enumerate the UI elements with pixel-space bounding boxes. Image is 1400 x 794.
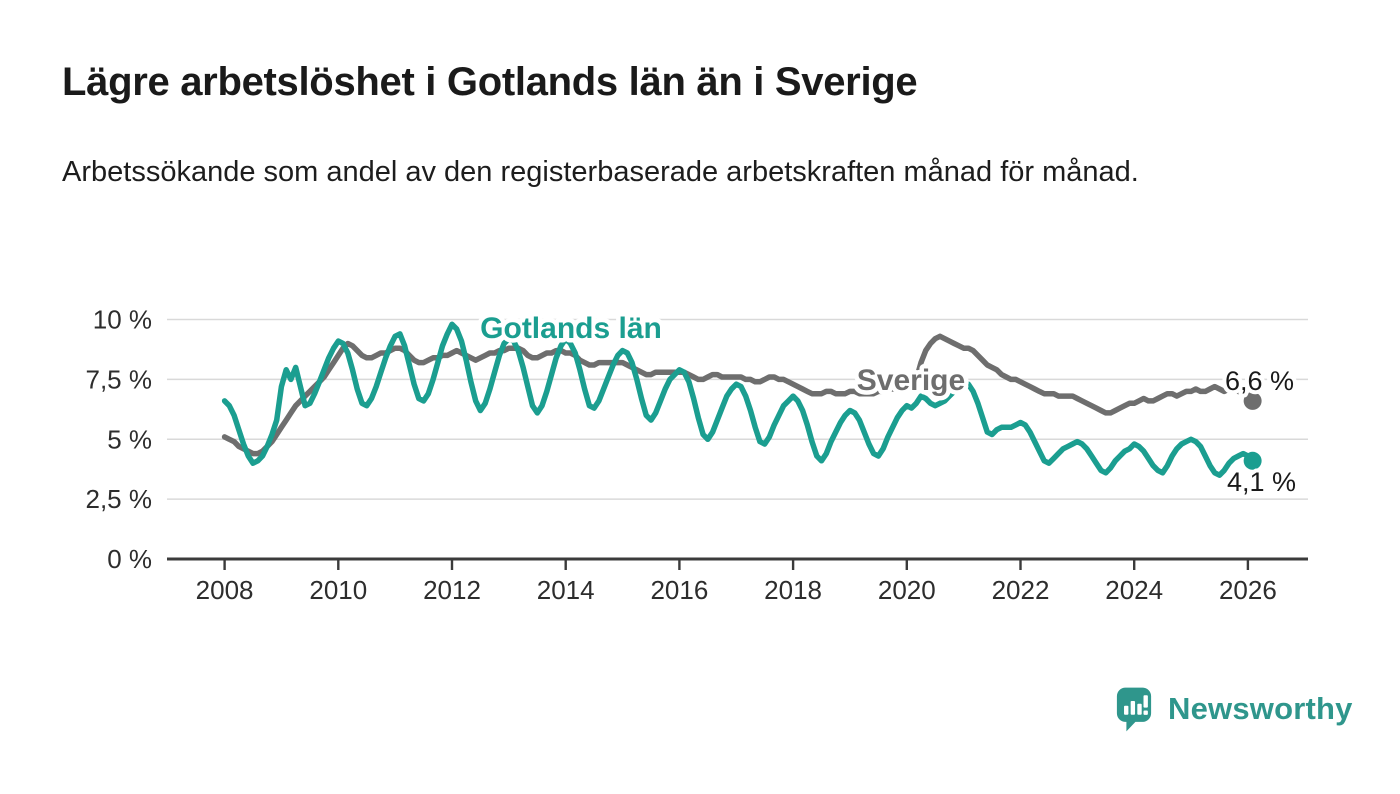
x-tick-label-2024: 2024 — [1105, 575, 1163, 605]
x-tick-label-2008: 2008 — [196, 575, 254, 605]
end-dot-gotland — [1243, 451, 1262, 470]
newsworthy-branding: Newsworthy — [1115, 684, 1353, 734]
x-tick-label-2020: 2020 — [878, 575, 936, 605]
series-line-sverige — [221, 333, 1256, 457]
x-tick-label-2016: 2016 — [650, 575, 708, 605]
x-tick-label-2018: 2018 — [764, 575, 822, 605]
end-dot-sverige — [1243, 391, 1262, 410]
chart-title: Lägre arbetslöshet i Gotlands län än i S… — [62, 60, 918, 104]
x-tick-label-2026: 2026 — [1219, 575, 1277, 605]
y-tick-label-5: 5 % — [107, 424, 152, 454]
x-tick-label-2022: 2022 — [992, 575, 1050, 605]
series-label-gotland: Gotlands län — [480, 312, 662, 345]
chart-subtitle: Arbetssökande som andel av den registerb… — [62, 156, 1139, 188]
series-label-sverige: Sverige — [857, 364, 965, 397]
newsworthy-logo-text: Newsworthy — [1168, 691, 1353, 726]
end-value-label-sverige: 6,6 % — [1225, 366, 1294, 396]
y-tick-label-10: 10 % — [93, 305, 152, 335]
x-tick-label-2012: 2012 — [423, 575, 481, 605]
y-tick-label-0: 0 % — [107, 544, 152, 574]
x-tick-label-2014: 2014 — [537, 575, 595, 605]
y-tick-label-7.5: 7,5 % — [86, 364, 153, 394]
end-value-label-gotland: 4,1 % — [1227, 467, 1296, 497]
series-line-gotland — [221, 321, 1256, 478]
logo-bar-chart-glyph — [1124, 694, 1148, 715]
x-tick-label-2010: 2010 — [309, 575, 367, 605]
newsworthy-logo-icon — [1116, 687, 1152, 731]
y-tick-label-2.5: 2,5 % — [86, 484, 153, 514]
